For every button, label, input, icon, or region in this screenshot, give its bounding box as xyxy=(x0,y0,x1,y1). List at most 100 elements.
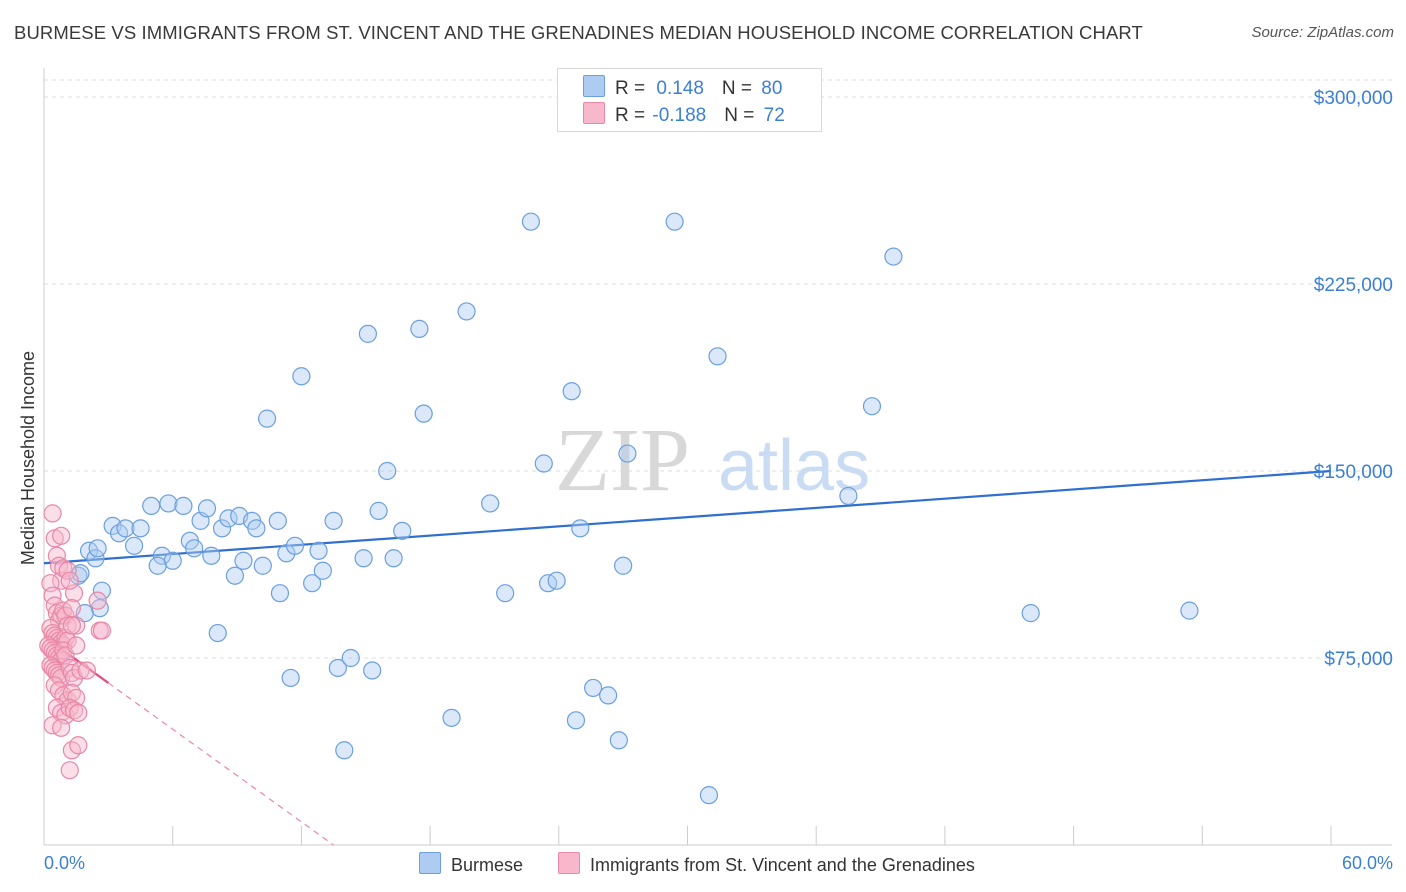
point-s0-69 xyxy=(614,556,633,575)
source-credit: Source: ZipAtlas.com xyxy=(1251,24,1394,41)
point-s0-33 xyxy=(268,511,287,530)
point-s0-19 xyxy=(185,539,204,558)
point-s0-37 xyxy=(285,536,305,555)
point-s0-66 xyxy=(584,678,603,698)
point-s0-59 xyxy=(521,212,541,231)
point-s0-79 xyxy=(148,556,167,575)
legend-swatch-burmese xyxy=(583,75,605,97)
point-s0-58 xyxy=(496,584,515,603)
point-s0-55 xyxy=(442,708,461,727)
grid-lines xyxy=(44,79,1392,659)
legend-row-burmese: R = 0.148 N = 80 xyxy=(583,75,782,99)
point-s0-24 xyxy=(212,519,232,538)
tick-labels: $75,000 $150,000 $225,000 $300,000 0.0% 60.0% xyxy=(44,88,1393,873)
point-s0-10 xyxy=(116,519,135,538)
point-s0-32 xyxy=(257,409,277,428)
point-s0-62 xyxy=(547,571,566,590)
point-s0-53 xyxy=(410,319,429,338)
point-s0-51 xyxy=(384,549,403,568)
watermark-atlas: atlas xyxy=(718,426,870,506)
point-s1-0 xyxy=(43,504,62,523)
point-s0-45 xyxy=(341,648,360,668)
point-s0-65 xyxy=(571,519,590,538)
legend-r-label: R = xyxy=(615,105,651,126)
point-s1-55 xyxy=(52,718,71,737)
point-s0-28 xyxy=(234,551,253,570)
point-s1-66 xyxy=(92,621,112,640)
point-s1-58 xyxy=(60,761,79,780)
point-s0-13 xyxy=(142,496,161,516)
point-s1-71 xyxy=(62,616,81,635)
point-s0-72 xyxy=(699,786,719,805)
watermark: ZIP atlas xyxy=(555,411,870,510)
point-s0-54 xyxy=(414,404,433,423)
legend-swatch-svg xyxy=(583,102,605,124)
point-s0-74 xyxy=(839,486,858,506)
point-s1-57 xyxy=(69,736,88,755)
point-s1-63 xyxy=(62,599,81,618)
point-s1-67 xyxy=(67,636,86,655)
point-s0-43 xyxy=(328,658,347,678)
trend-line-ext-s1 xyxy=(107,682,334,846)
point-s0-23 xyxy=(208,623,227,643)
legend-item-svg: Immigrants from St. Vincent and the Gren… xyxy=(558,852,975,876)
point-s0-67 xyxy=(599,686,618,705)
point-s0-26 xyxy=(225,566,245,585)
correlation-legend: R = 0.148 N = 80 R = -0.188 N = 72 xyxy=(557,68,822,132)
legend-swatch-svg xyxy=(558,852,581,874)
legend-r-value: 0.148 xyxy=(656,78,704,99)
point-s0-14 xyxy=(152,546,172,565)
point-s0-73 xyxy=(708,347,727,366)
point-s0-15 xyxy=(159,494,178,513)
point-s0-39 xyxy=(303,574,322,593)
point-s0-71 xyxy=(665,212,684,231)
point-s0-34 xyxy=(270,584,290,603)
point-s0-25 xyxy=(219,509,238,528)
point-s0-75 xyxy=(862,397,882,416)
point-s0-11 xyxy=(124,536,144,555)
legend-n-label: N = xyxy=(721,78,758,99)
legend-r-label: R = xyxy=(615,78,651,99)
x-tick-label-min: 0.0% xyxy=(44,853,85,873)
point-s1-69 xyxy=(77,661,97,680)
point-s0-4 xyxy=(92,581,112,600)
point-s0-12 xyxy=(131,519,150,538)
legend-n-value: 72 xyxy=(763,105,785,126)
point-s0-76 xyxy=(884,247,903,266)
point-s0-68 xyxy=(609,731,628,750)
point-s0-64 xyxy=(566,711,586,730)
point-s0-60 xyxy=(534,454,553,473)
series-legend: Burmese Immigrants from St. Vincent and … xyxy=(419,852,1005,876)
point-s0-57 xyxy=(481,494,500,513)
point-s0-56 xyxy=(457,302,476,321)
point-s0-63 xyxy=(562,382,581,401)
point-s0-17 xyxy=(174,496,193,516)
x-tick-label-max: 60.0% xyxy=(1342,853,1393,873)
legend-swatch-burmese xyxy=(419,852,441,874)
point-s0-3 xyxy=(88,539,107,558)
axes xyxy=(43,68,1392,846)
point-s0-22 xyxy=(202,546,221,565)
point-s0-31 xyxy=(253,556,272,575)
legend-r-value: -0.188 xyxy=(652,105,707,126)
point-s0-70 xyxy=(618,444,637,463)
y-tick-label-3: $300,000 xyxy=(1314,88,1393,109)
data-points xyxy=(39,212,1199,805)
y-axis-label: Median Household Income xyxy=(18,351,38,565)
y-tick-label-0: $75,000 xyxy=(1324,649,1393,670)
legend-label-svg: Immigrants from St. Vincent and the Gren… xyxy=(590,855,975,875)
point-s0-38 xyxy=(292,367,311,386)
point-s1-62 xyxy=(60,571,79,590)
point-s1-23 xyxy=(58,631,77,650)
point-s0-48 xyxy=(363,661,382,680)
chart-title: BURMESE VS IMMIGRANTS FROM ST. VINCENT A… xyxy=(14,22,1143,43)
point-s0-16 xyxy=(163,551,182,570)
point-s0-44 xyxy=(335,741,354,760)
point-s1-53 xyxy=(69,703,88,722)
point-s0-42 xyxy=(324,511,343,530)
point-s1-70 xyxy=(67,616,86,635)
y-tick-label-1: $150,000 xyxy=(1314,462,1393,483)
point-s0-46 xyxy=(354,549,373,568)
point-s0-21 xyxy=(197,499,217,518)
